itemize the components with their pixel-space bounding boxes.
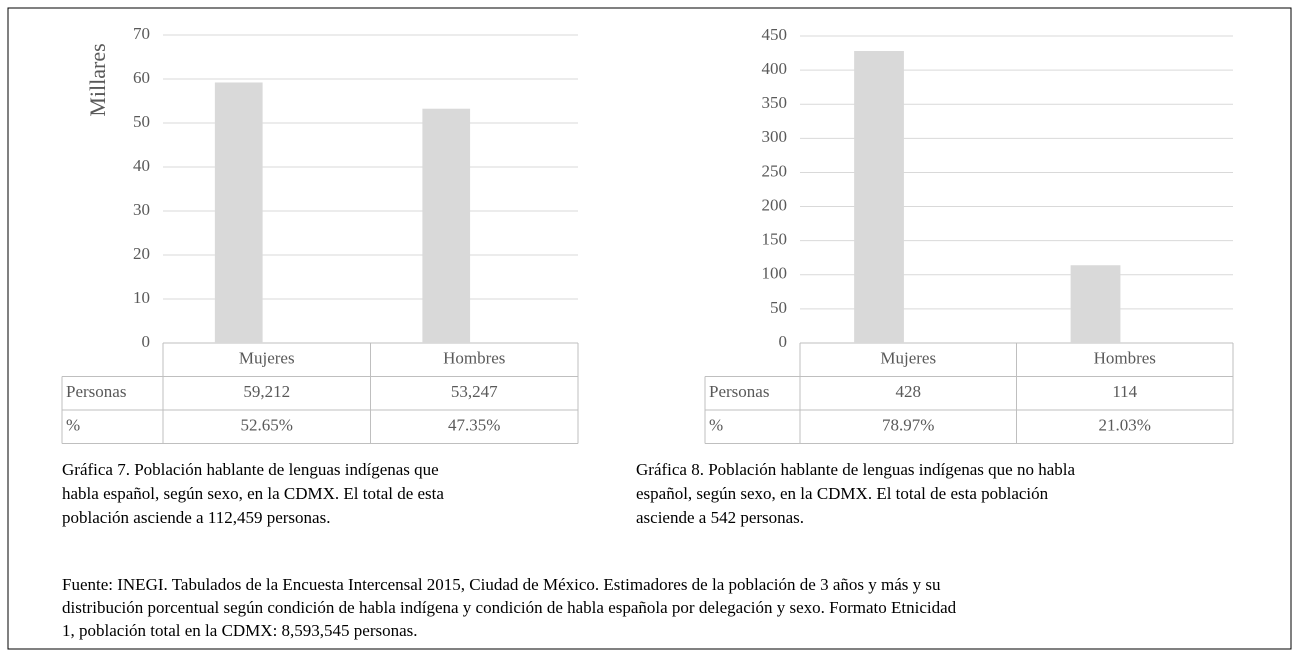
x-tick-label: Hombres	[1094, 349, 1156, 368]
y-tick-label: 60	[133, 68, 150, 87]
percent-label: 78.97%	[882, 416, 934, 435]
y-tick-label: 70	[133, 24, 150, 43]
bar	[1070, 265, 1121, 343]
y-tick-label: 50	[770, 298, 787, 317]
source: 1, población total en la CDMX: 8,593,545…	[62, 621, 418, 640]
y-axis-label: Millares	[85, 43, 110, 116]
value-label: 428	[896, 382, 922, 401]
y-tick-label: 30	[133, 200, 150, 219]
caption: español, según sexo, en la CDMX. El tota…	[636, 484, 1049, 503]
value-label: 114	[1112, 382, 1137, 401]
caption: asciende a 542 personas.	[636, 508, 804, 527]
y-tick-label: 350	[762, 93, 788, 112]
y-tick-label: 0	[142, 332, 151, 351]
percent-label: 52.65%	[241, 416, 293, 435]
y-tick-label: 0	[779, 332, 788, 351]
caption: habla español, según sexo, en la CDMX. E…	[62, 484, 444, 503]
caption: Gráfica 8. Población hablante de lenguas…	[636, 460, 1075, 479]
row-label: %	[66, 416, 80, 435]
y-tick-label: 450	[762, 25, 788, 44]
y-tick-label: 10	[133, 288, 150, 307]
source: Fuente: INEGI. Tabulados de la Encuesta …	[62, 575, 941, 594]
value-label: 59,212	[243, 382, 290, 401]
percent-label: 21.03%	[1099, 416, 1151, 435]
y-tick-label: 150	[762, 230, 788, 249]
y-tick-label: 100	[762, 264, 788, 283]
percent-label: 47.35%	[448, 416, 500, 435]
bar	[214, 82, 263, 344]
row-label: Personas	[66, 382, 126, 401]
x-tick-label: Mujeres	[880, 349, 936, 368]
bar	[854, 51, 904, 344]
y-tick-label: 300	[762, 127, 788, 146]
y-tick-label: 20	[133, 244, 150, 263]
frame	[7, 7, 1292, 650]
y-tick-label: 400	[762, 59, 788, 78]
caption: población asciende a 112,459 personas.	[62, 508, 330, 527]
y-tick-label: 40	[133, 156, 150, 175]
row-label: %	[709, 416, 723, 435]
row-label: Personas	[709, 382, 769, 401]
y-tick-label: 200	[762, 195, 788, 214]
source: distribución porcentual según condición …	[62, 598, 957, 617]
bar	[422, 108, 471, 344]
caption: Gráfica 7. Población hablante de lenguas…	[62, 460, 439, 479]
x-tick-label: Mujeres	[239, 349, 295, 368]
x-tick-label: Hombres	[443, 349, 505, 368]
y-tick-label: 250	[762, 161, 788, 180]
value-label: 53,247	[451, 382, 498, 401]
y-tick-label: 50	[133, 112, 150, 131]
